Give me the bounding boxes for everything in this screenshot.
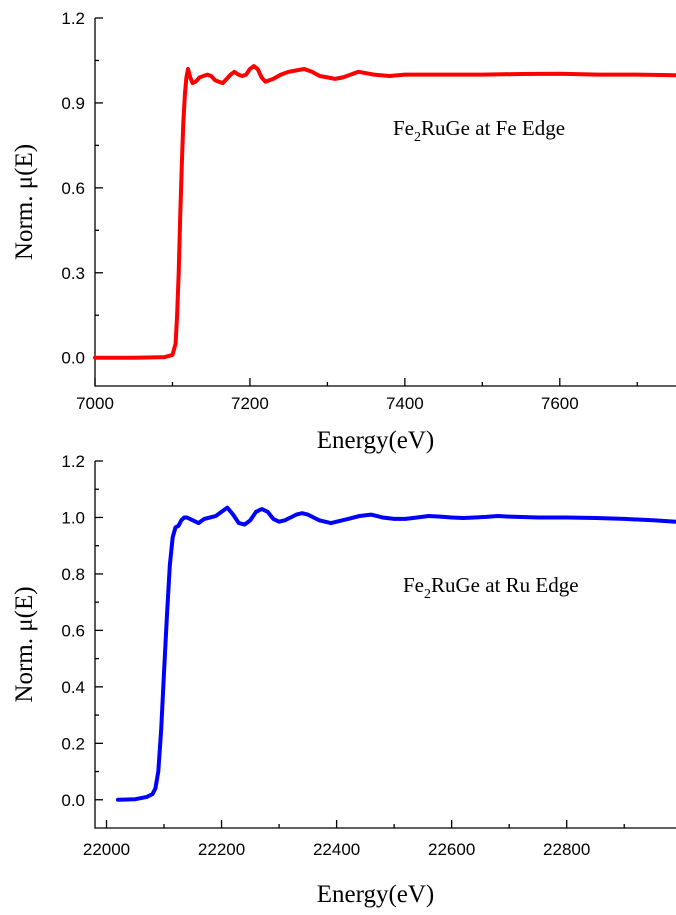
y-tick-label: 0.0: [61, 791, 85, 810]
x-tick-label: 22200: [198, 840, 245, 859]
x-axis-label: Energy(eV): [317, 427, 435, 454]
x-tick-label: 7600: [541, 394, 579, 413]
annotation-prefix: Fe: [403, 573, 424, 597]
x-tick-label: 22400: [313, 840, 360, 859]
annotation-subscript: 2: [424, 587, 431, 602]
annotation-subscript: 2: [414, 130, 421, 145]
fe-edge-panel: 0.0 0.3 0.6 0.9 1.2 7000 7200 7400 7600 Energy(eV…: [11, 9, 676, 454]
series-line: [116, 505, 676, 802]
y-axis-label: Norm. μ(E): [11, 144, 38, 260]
annotation-suffix: RuGe at Ru Edge: [431, 573, 579, 597]
y-tick-label: 1.2: [61, 452, 85, 471]
edge-annotation: Fe2RuGe at Ru Edge: [403, 573, 579, 602]
y-tick-label: 0.6: [61, 621, 85, 640]
ru-edge-panel: 0.0 0.2 0.4 0.6 0.8 1.0 1.2 22000 22200 22400 2260…: [11, 452, 676, 908]
y-tick-label: 0.2: [61, 734, 85, 753]
x-tick-label: 22000: [83, 840, 130, 859]
x-tick-label: 7200: [231, 394, 269, 413]
y-tick-label: 0.0: [61, 349, 85, 368]
x-axis-label: Energy(eV): [317, 881, 435, 908]
y-tick-label: 0.3: [61, 264, 85, 283]
y-tick-label: 0.8: [61, 565, 85, 584]
axes-frame: [94, 461, 676, 829]
y-tick-label: 1.0: [61, 508, 85, 527]
y-tick-label: 1.2: [61, 9, 85, 28]
x-tick-label: 22800: [543, 840, 590, 859]
annotation-prefix: Fe: [393, 116, 414, 140]
y-axis-label: Norm. μ(E): [11, 586, 38, 702]
x-tick-label: 7000: [76, 394, 114, 413]
y-tick-label: 0.4: [61, 678, 85, 697]
x-tick-label: 7400: [386, 394, 424, 413]
series-line: [93, 64, 676, 360]
annotation-suffix: RuGe at Fe Edge: [421, 116, 565, 140]
y-tick-label: 0.9: [61, 94, 85, 113]
y-tick-label: 0.6: [61, 179, 85, 198]
x-tick-label: 22600: [428, 840, 475, 859]
edge-annotation: Fe2RuGe at Fe Edge: [393, 116, 565, 145]
